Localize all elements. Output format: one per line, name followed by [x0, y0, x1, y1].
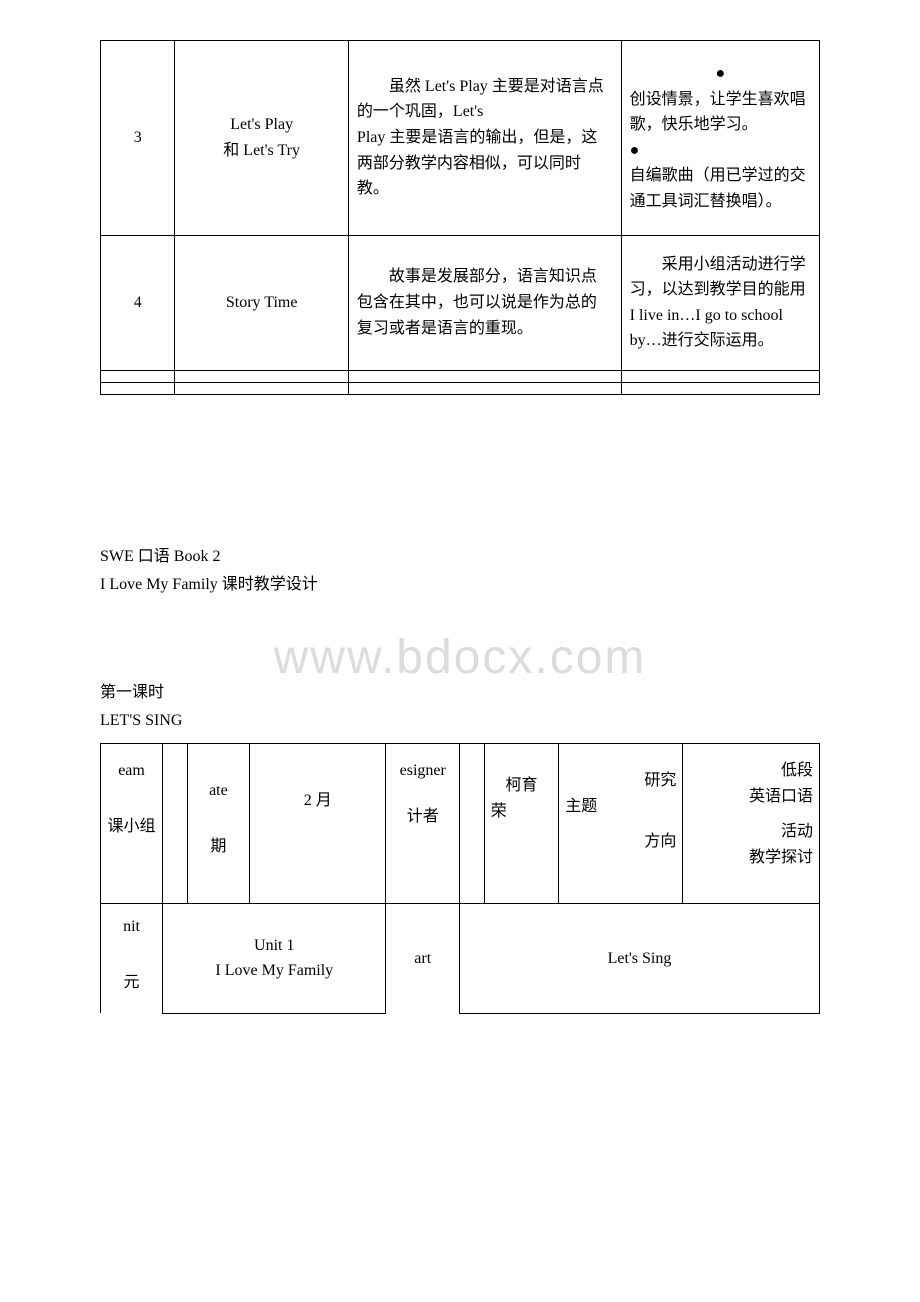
label-cn: 课小组 — [107, 814, 156, 840]
method-cell: 采用小组活动进行学习，以达到教学目的能用 I live in…I go to s… — [621, 235, 819, 370]
lesson-breakdown-table: 3 Let's Play 和 Let's Try 虽然 Let's Play 主… — [100, 40, 820, 395]
unit-value-cell: Unit 1 I Love My Family — [163, 903, 386, 1013]
empty-cell — [621, 382, 819, 394]
bullet-icon: ● — [630, 61, 811, 87]
table-row: 3 Let's Play 和 Let's Try 虽然 Let's Play 主… — [101, 41, 820, 236]
team-cell: eam 课小组 — [101, 743, 163, 903]
empty-cell — [101, 382, 175, 394]
lesson-period-title: 第一课时 — [100, 681, 820, 705]
label-en: esigner — [392, 758, 452, 784]
description-cell: 虽然 Let's Play 主要是对语言点的一个巩固，Let's Play 主要… — [348, 41, 621, 236]
unit-line1: Unit 1 — [169, 933, 379, 959]
lesson-number-cell: 3 — [101, 41, 175, 236]
method-cell: ● 创设情景，让学生喜欢唱歌，快乐地学习。 ● 自编歌曲（用已学过的交通工具词汇… — [621, 41, 819, 236]
table-row: nit 元 Unit 1 I Love My Family art Let's … — [101, 903, 820, 1013]
table-row: 4 Story Time 故事是发展部分，语言知识点包含在其中，也可以说是作为总… — [101, 235, 820, 370]
lesson-number-cell: 4 — [101, 235, 175, 370]
designer-label-cell: esigner 计者 — [386, 743, 459, 903]
designer-name-line1: 柯育 — [491, 773, 552, 799]
method-text: 创设情景，让学生喜欢唱歌，快乐地学习。 — [630, 87, 811, 138]
label-cn: 元 — [107, 970, 156, 996]
lesson-part-cell: Story Time — [175, 235, 349, 370]
method-text: 自编歌曲（用已学过的交通工具词汇替换唱）。 — [630, 163, 811, 214]
topic-line1: 研究 — [565, 768, 676, 794]
date-value-cell: 2 月 — [249, 743, 386, 903]
date-value: 2 月 — [256, 788, 380, 814]
lesson-design-title: I Love My Family 课时教学设计 — [100, 573, 820, 597]
empty-cell — [163, 743, 188, 903]
empty-cell — [348, 370, 621, 382]
book-title: SWE 口语 Book 2 — [100, 545, 820, 569]
designer-name-cell: 柯育 荣 — [484, 743, 558, 903]
direction-line4: 教学探讨 — [689, 845, 813, 871]
lesson-info-table: eam 课小组 ate 期 2 月 esigner 计者 柯育 荣 研究 主题 … — [100, 743, 820, 1014]
unit-label-cell: nit 元 — [101, 903, 163, 1013]
description-text: 虽然 Let's Play 主要是对语言点的一个巩固，Let's — [357, 74, 613, 125]
direction-cell: 低段 英语口语 活动 教学探讨 — [683, 743, 820, 903]
empty-cell — [101, 370, 175, 382]
empty-cell — [621, 370, 819, 382]
label-cn: 期 — [194, 834, 243, 860]
unit-line2: I Love My Family — [169, 958, 379, 984]
empty-cell — [175, 382, 349, 394]
description-text: 故事是发展部分，语言知识点包含在其中，也可以说是作为总的复习或者是语言的重现。 — [357, 264, 613, 341]
part-label-line1: Let's Play — [230, 116, 293, 133]
topic-line3: 方向 — [565, 829, 676, 855]
empty-cell — [459, 743, 484, 903]
part-value-cell: Let's Sing — [459, 903, 819, 1013]
description-cell: 故事是发展部分，语言知识点包含在其中，也可以说是作为总的复习或者是语言的重现。 — [348, 235, 621, 370]
description-text: Play 主要是语言的输出，但是，这两部分教学内容相似，可以同时教。 — [357, 125, 613, 202]
watermark: www.bdocx.com — [274, 630, 647, 685]
designer-name-line2: 荣 — [491, 799, 552, 825]
part-label-line2: 和 Let's Try — [223, 142, 300, 159]
label-en: ate — [194, 778, 243, 804]
bullet-icon: ● — [630, 138, 811, 164]
date-label-cell: ate 期 — [187, 743, 249, 903]
method-text: 采用小组活动进行学习，以达到教学目的能用 I live in…I go to s… — [630, 252, 811, 354]
topic-line2: 主题 — [565, 794, 676, 820]
table-row: eam 课小组 ate 期 2 月 esigner 计者 柯育 荣 研究 主题 … — [101, 743, 820, 903]
direction-line2: 英语口语 — [689, 784, 813, 810]
table-empty-row — [101, 370, 820, 382]
topic-label-cell: 研究 主题 方向 — [559, 743, 683, 903]
part-label-cell: art — [386, 903, 459, 1013]
label-en: eam — [107, 758, 156, 784]
lesson-part-cell: Let's Play 和 Let's Try — [175, 41, 349, 236]
direction-line1: 低段 — [689, 758, 813, 784]
empty-cell — [175, 370, 349, 382]
empty-cell — [348, 382, 621, 394]
direction-line3: 活动 — [689, 819, 813, 845]
lesson-section-title: LET'S SING — [100, 709, 820, 733]
table-empty-row — [101, 382, 820, 394]
label-en: nit — [107, 914, 156, 940]
label-cn: 计者 — [392, 804, 452, 830]
